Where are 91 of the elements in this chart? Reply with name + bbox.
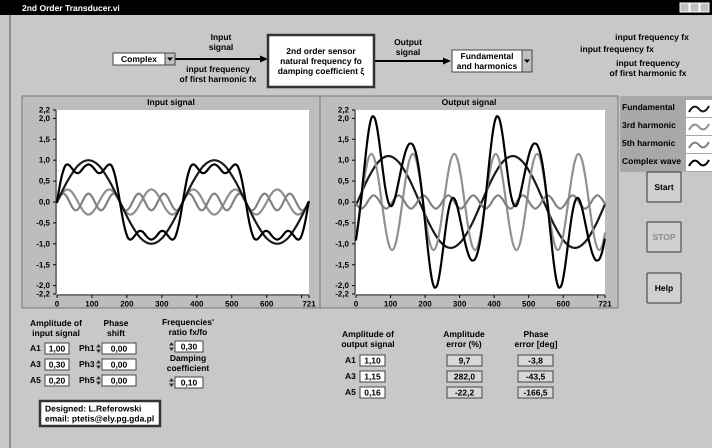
text: 0,16 <box>364 388 382 398</box>
text: 0,00 <box>110 344 128 354</box>
text: Complex <box>121 54 158 64</box>
text: input frequency fx <box>580 44 654 54</box>
text: 2nd order sensor natural frequency fo damping coefficient ξ <box>278 46 364 76</box>
text: Designed: L.Referowski email: ptetis@ely.pg.gda.pl <box>45 404 154 424</box>
text: Damping coefficient <box>166 353 210 373</box>
text: 1,15 <box>364 372 382 382</box>
x-tick-label: 0 <box>354 300 359 309</box>
text: 0,10 <box>180 378 198 388</box>
y-tick-label: 1,0 <box>338 156 350 165</box>
y-tick-label: 2,0 <box>338 114 350 123</box>
legend-label: 5th harmonic <box>622 138 676 148</box>
x-tick-label: 600 <box>556 300 570 309</box>
text: Help <box>654 283 674 293</box>
text: 282,0 <box>454 372 476 382</box>
y-tick-label: -2,0 <box>335 281 350 290</box>
x-tick-label: 600 <box>260 300 274 309</box>
text: 1,10 <box>364 356 382 366</box>
text: 2nd Order Transducer.vi <box>22 3 120 13</box>
x-tick-label: 500 <box>225 300 239 309</box>
text: A3 <box>30 359 42 369</box>
x-tick-label: 400 <box>487 300 502 309</box>
y-tick-label: 2,2 <box>338 106 350 115</box>
x-tick-label: 721 <box>302 300 316 309</box>
text: 0,00 <box>110 360 128 370</box>
y-tick-label: -1,0 <box>335 239 350 248</box>
legend-label: 3rd harmonic <box>622 120 676 130</box>
x-tick-label: 100 <box>384 300 398 309</box>
text: Amplitude error (%) <box>443 329 486 349</box>
text: Input signal <box>208 32 234 52</box>
y-tick-label: 1,5 <box>38 134 51 144</box>
text: -166,5 <box>523 388 548 398</box>
text: Frequencies' ratio fx/fo <box>162 317 214 337</box>
text: Phase shift <box>103 318 129 338</box>
text: STOP <box>652 232 676 242</box>
y-tick-label: 2,0 <box>38 114 51 123</box>
chart-title: Input signal <box>147 97 195 107</box>
y-tick-label: -1,0 <box>36 239 51 248</box>
x-tick-label: 0 <box>54 300 60 309</box>
text: input frequency of first harmonic fx <box>180 64 257 84</box>
x-tick-label: 100 <box>85 300 100 309</box>
y-tick-label: 1,0 <box>38 156 51 165</box>
y-tick-label: -2,2 <box>36 290 51 299</box>
text: A1 <box>345 355 356 365</box>
y-tick-label: -1,5 <box>36 260 51 270</box>
text: Fundamental and harmonics <box>456 51 518 71</box>
legend-label: Fundamental <box>622 102 675 112</box>
y-tick-label: -2,2 <box>335 290 350 299</box>
text: 0,30 <box>180 342 198 352</box>
text: Amplitude of input signal <box>30 318 82 338</box>
y-tick-label: 0,5 <box>338 176 350 186</box>
y-tick-label: -1,5 <box>335 260 350 270</box>
text: 0,30 <box>48 360 66 370</box>
text: Ph1 <box>79 343 95 353</box>
text: -22,2 <box>454 388 474 398</box>
text: Ph3 <box>79 359 95 369</box>
x-tick-label: 200 <box>120 300 134 309</box>
text: -3,8 <box>528 356 544 366</box>
text: -43,5 <box>526 372 546 382</box>
y-tick-label: -2,0 <box>36 281 51 290</box>
x-tick-label: 500 <box>522 300 536 309</box>
y-tick-label: 0,0 <box>38 198 51 207</box>
y-tick-label: 0,5 <box>38 176 51 186</box>
y-tick-label: -0,5 <box>335 218 350 228</box>
text: input frequency fx <box>615 32 690 42</box>
x-tick-label: 300 <box>452 300 467 309</box>
text: Phase error [deg] <box>514 329 558 349</box>
x-tick-label: 400 <box>190 300 204 309</box>
text: Output signal <box>394 37 422 57</box>
y-tick-label: -0,5 <box>36 218 51 228</box>
text: 0,00 <box>110 376 128 386</box>
text: 0,20 <box>48 376 66 386</box>
x-tick-label: 300 <box>155 300 170 309</box>
text: A1 <box>30 343 42 353</box>
text: A3 <box>345 371 356 381</box>
y-tick-label: 0,0 <box>338 198 350 207</box>
text: A5 <box>345 387 356 397</box>
text: 9,7 <box>458 356 471 366</box>
text: Amplitude of output signal <box>341 329 395 349</box>
text: 1,00 <box>48 344 66 354</box>
text: Ph5 <box>79 375 95 385</box>
y-tick-label: 1,5 <box>338 134 350 144</box>
x-tick-label: 200 <box>418 300 432 309</box>
x-tick-label: 721 <box>598 300 612 309</box>
text: A5 <box>30 375 42 385</box>
chart-title: Output signal <box>442 97 496 107</box>
y-tick-label: 2,2 <box>38 106 51 115</box>
text: input frequency of first harmonic fx <box>610 58 687 78</box>
legend-label: Complex wave <box>622 156 682 166</box>
text: Start <box>654 182 674 192</box>
